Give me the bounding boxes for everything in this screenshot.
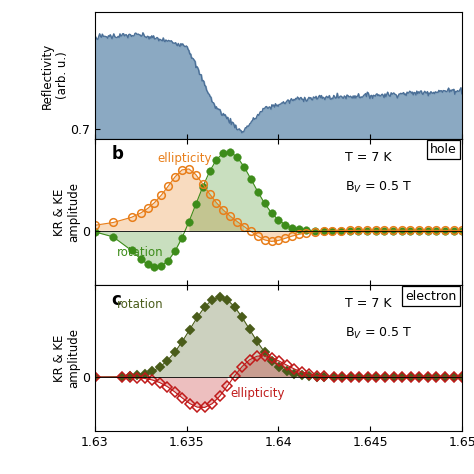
Y-axis label: Reflectivity
(arb. u.): Reflectivity (arb. u.) xyxy=(41,42,69,109)
Text: B$_V$ = 0.5 T: B$_V$ = 0.5 T xyxy=(345,326,411,341)
Text: T = 7 K: T = 7 K xyxy=(345,297,391,310)
Text: b: b xyxy=(111,145,123,163)
Text: rotation: rotation xyxy=(117,298,164,311)
Y-axis label: KR & KE
amplitude: KR & KE amplitude xyxy=(53,328,81,388)
Text: ellipticity: ellipticity xyxy=(231,387,285,401)
Y-axis label: KR & KE
amplitude: KR & KE amplitude xyxy=(53,182,81,242)
Text: B$_V$ = 0.5 T: B$_V$ = 0.5 T xyxy=(345,180,411,195)
Text: electron: electron xyxy=(405,290,456,302)
Text: rotation: rotation xyxy=(117,246,164,259)
Text: ellipticity: ellipticity xyxy=(157,152,212,165)
Text: T = 7 K: T = 7 K xyxy=(345,151,391,164)
Text: c: c xyxy=(111,291,121,309)
Text: hole: hole xyxy=(430,143,456,156)
